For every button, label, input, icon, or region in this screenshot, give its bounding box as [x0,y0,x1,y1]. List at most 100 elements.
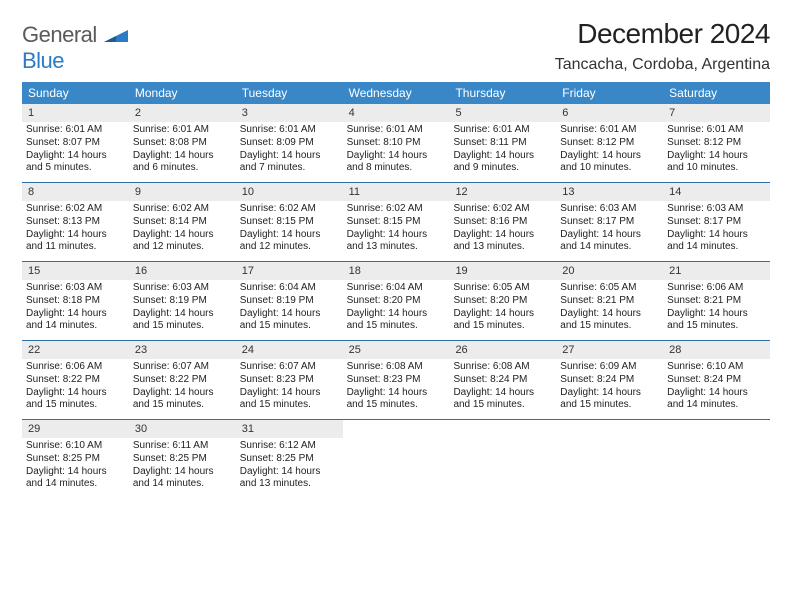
daylight-line: Daylight: 14 hours and 15 minutes. [560,387,659,413]
day-body: Sunrise: 6:03 AMSunset: 8:18 PMDaylight:… [22,280,129,337]
sunrise-line: Sunrise: 6:05 AM [453,282,552,295]
day-cell: 5Sunrise: 6:01 AMSunset: 8:11 PMDaylight… [449,104,556,182]
day-cell: 26Sunrise: 6:08 AMSunset: 8:24 PMDayligh… [449,341,556,419]
sunrise-line: Sunrise: 6:10 AM [26,440,125,453]
day-cell: 19Sunrise: 6:05 AMSunset: 8:20 PMDayligh… [449,262,556,340]
weekday-header-row: SundayMondayTuesdayWednesdayThursdayFrid… [22,82,770,104]
day-number: 22 [22,341,129,359]
day-cell: 22Sunrise: 6:06 AMSunset: 8:22 PMDayligh… [22,341,129,419]
daylight-line: Daylight: 14 hours and 5 minutes. [26,150,125,176]
sunrise-line: Sunrise: 6:02 AM [133,203,232,216]
location-label: Tancacha, Cordoba, Argentina [555,56,770,74]
day-cell: 20Sunrise: 6:05 AMSunset: 8:21 PMDayligh… [556,262,663,340]
sunset-line: Sunset: 8:15 PM [347,216,446,229]
day-body: Sunrise: 6:01 AMSunset: 8:12 PMDaylight:… [556,122,663,179]
day-cell: 15Sunrise: 6:03 AMSunset: 8:18 PMDayligh… [22,262,129,340]
month-title: December 2024 [555,18,770,50]
day-body: Sunrise: 6:06 AMSunset: 8:21 PMDaylight:… [663,280,770,337]
sunrise-line: Sunrise: 6:01 AM [240,124,339,137]
day-cell: 14Sunrise: 6:03 AMSunset: 8:17 PMDayligh… [663,183,770,261]
daylight-line: Daylight: 14 hours and 7 minutes. [240,150,339,176]
sunset-line: Sunset: 8:18 PM [26,295,125,308]
sunrise-line: Sunrise: 6:01 AM [560,124,659,137]
day-number: 25 [343,341,450,359]
daylight-line: Daylight: 14 hours and 15 minutes. [240,387,339,413]
sunrise-line: Sunrise: 6:09 AM [560,361,659,374]
day-body: Sunrise: 6:08 AMSunset: 8:23 PMDaylight:… [343,359,450,416]
day-cell: 7Sunrise: 6:01 AMSunset: 8:12 PMDaylight… [663,104,770,182]
daylight-line: Daylight: 14 hours and 9 minutes. [453,150,552,176]
daylight-line: Daylight: 14 hours and 6 minutes. [133,150,232,176]
day-number: 28 [663,341,770,359]
sunrise-line: Sunrise: 6:01 AM [347,124,446,137]
day-number: 27 [556,341,663,359]
daylight-line: Daylight: 14 hours and 12 minutes. [240,229,339,255]
day-body: Sunrise: 6:03 AMSunset: 8:17 PMDaylight:… [556,201,663,258]
sunrise-line: Sunrise: 6:01 AM [453,124,552,137]
day-body: Sunrise: 6:01 AMSunset: 8:11 PMDaylight:… [449,122,556,179]
day-body: Sunrise: 6:03 AMSunset: 8:17 PMDaylight:… [663,201,770,258]
day-cell: 27Sunrise: 6:09 AMSunset: 8:24 PMDayligh… [556,341,663,419]
day-number: 26 [449,341,556,359]
daylight-line: Daylight: 14 hours and 15 minutes. [26,387,125,413]
day-cell: 11Sunrise: 6:02 AMSunset: 8:15 PMDayligh… [343,183,450,261]
day-body: Sunrise: 6:02 AMSunset: 8:16 PMDaylight:… [449,201,556,258]
daylight-line: Daylight: 14 hours and 10 minutes. [560,150,659,176]
day-cell: 24Sunrise: 6:07 AMSunset: 8:23 PMDayligh… [236,341,343,419]
weekday-header-cell: Thursday [449,82,556,104]
daylight-line: Daylight: 14 hours and 14 minutes. [667,387,766,413]
sunset-line: Sunset: 8:25 PM [26,453,125,466]
sunset-line: Sunset: 8:19 PM [240,295,339,308]
day-body: Sunrise: 6:06 AMSunset: 8:22 PMDaylight:… [22,359,129,416]
sunset-line: Sunset: 8:20 PM [347,295,446,308]
daylight-line: Daylight: 14 hours and 13 minutes. [347,229,446,255]
day-cell: 9Sunrise: 6:02 AMSunset: 8:14 PMDaylight… [129,183,236,261]
daylight-line: Daylight: 14 hours and 15 minutes. [347,308,446,334]
day-cell: 8Sunrise: 6:02 AMSunset: 8:13 PMDaylight… [22,183,129,261]
week-row: 22Sunrise: 6:06 AMSunset: 8:22 PMDayligh… [22,341,770,420]
day-cell: 21Sunrise: 6:06 AMSunset: 8:21 PMDayligh… [663,262,770,340]
sunrise-line: Sunrise: 6:06 AM [667,282,766,295]
day-number: 17 [236,262,343,280]
day-number: 7 [663,104,770,122]
logo: General Blue [22,22,128,74]
sunset-line: Sunset: 8:22 PM [26,374,125,387]
day-number: 3 [236,104,343,122]
day-cell: 1Sunrise: 6:01 AMSunset: 8:07 PMDaylight… [22,104,129,182]
day-cell: 4Sunrise: 6:01 AMSunset: 8:10 PMDaylight… [343,104,450,182]
daylight-line: Daylight: 14 hours and 15 minutes. [560,308,659,334]
day-body: Sunrise: 6:08 AMSunset: 8:24 PMDaylight:… [449,359,556,416]
sunrise-line: Sunrise: 6:03 AM [560,203,659,216]
weekday-header-cell: Monday [129,82,236,104]
daylight-line: Daylight: 14 hours and 15 minutes. [133,387,232,413]
sunrise-line: Sunrise: 6:02 AM [26,203,125,216]
day-cell-empty [449,420,556,498]
day-body: Sunrise: 6:02 AMSunset: 8:14 PMDaylight:… [129,201,236,258]
daylight-line: Daylight: 14 hours and 10 minutes. [667,150,766,176]
day-number: 1 [22,104,129,122]
sunset-line: Sunset: 8:14 PM [133,216,232,229]
sunset-line: Sunset: 8:24 PM [667,374,766,387]
day-cell: 23Sunrise: 6:07 AMSunset: 8:22 PMDayligh… [129,341,236,419]
sunrise-line: Sunrise: 6:03 AM [133,282,232,295]
day-body: Sunrise: 6:03 AMSunset: 8:19 PMDaylight:… [129,280,236,337]
day-cell: 13Sunrise: 6:03 AMSunset: 8:17 PMDayligh… [556,183,663,261]
daylight-line: Daylight: 14 hours and 15 minutes. [133,308,232,334]
week-row: 1Sunrise: 6:01 AMSunset: 8:07 PMDaylight… [22,104,770,183]
sunset-line: Sunset: 8:23 PM [347,374,446,387]
day-cell: 12Sunrise: 6:02 AMSunset: 8:16 PMDayligh… [449,183,556,261]
daylight-line: Daylight: 14 hours and 8 minutes. [347,150,446,176]
daylight-line: Daylight: 14 hours and 15 minutes. [453,308,552,334]
day-number: 6 [556,104,663,122]
sunrise-line: Sunrise: 6:02 AM [240,203,339,216]
sunset-line: Sunset: 8:10 PM [347,137,446,150]
sunset-line: Sunset: 8:22 PM [133,374,232,387]
day-body: Sunrise: 6:04 AMSunset: 8:19 PMDaylight:… [236,280,343,337]
day-cell: 6Sunrise: 6:01 AMSunset: 8:12 PMDaylight… [556,104,663,182]
weekday-header-cell: Friday [556,82,663,104]
logo-text-general: General [22,22,97,47]
day-number: 8 [22,183,129,201]
daylight-line: Daylight: 14 hours and 13 minutes. [453,229,552,255]
sunrise-line: Sunrise: 6:02 AM [347,203,446,216]
day-cell: 10Sunrise: 6:02 AMSunset: 8:15 PMDayligh… [236,183,343,261]
